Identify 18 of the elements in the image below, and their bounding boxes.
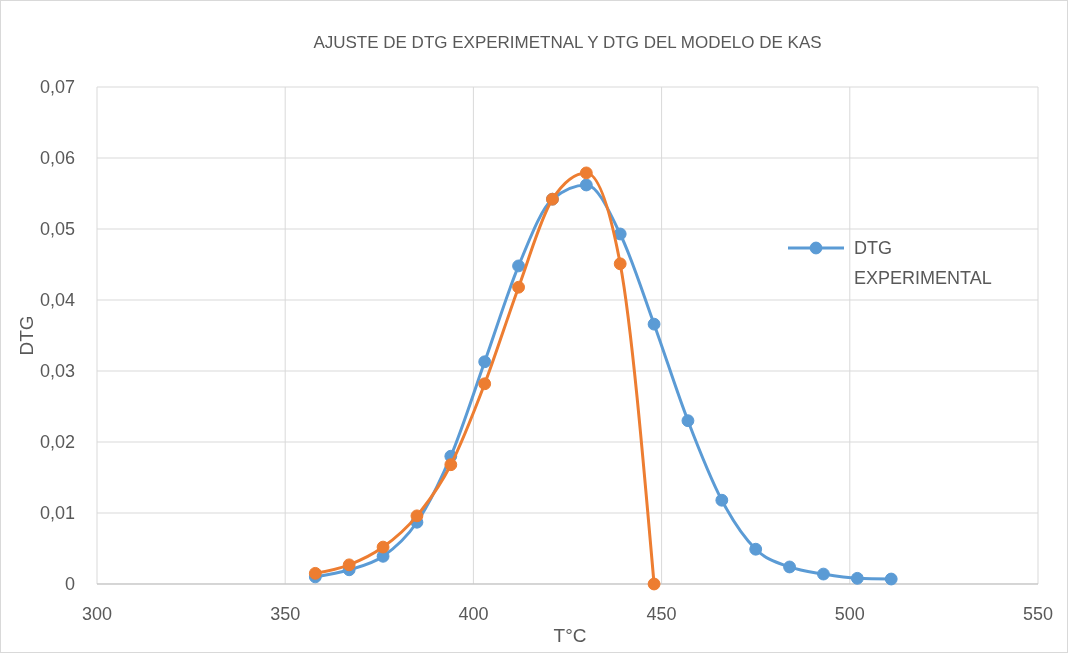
y-tick-label: 0,02 — [39, 432, 75, 452]
legend-label: DTG EXPERIMENTAL — [854, 238, 992, 288]
x-tick-label: 500 — [834, 604, 865, 624]
y-tick-label: 0 — [64, 574, 75, 594]
x-tick-label: 400 — [458, 604, 489, 624]
x-axis-title: T°C — [553, 625, 587, 646]
chart-title: AJUSTE DE DTG EXPERIMETNAL Y DTG DEL MODELO DE KAS — [313, 33, 822, 52]
y-axis-title: DTG — [16, 315, 37, 356]
y-tick-label: 0,06 — [39, 148, 75, 168]
x-tick-label: 550 — [1022, 604, 1054, 624]
y-tick-label: 0,05 — [39, 219, 75, 239]
y-tick-label: 0,03 — [39, 361, 75, 381]
x-tick-label: 300 — [81, 604, 113, 624]
y-tick-label: 0,07 — [39, 77, 75, 97]
x-tick-label: 350 — [270, 604, 301, 624]
y-tick-label: 0,04 — [39, 290, 75, 310]
y-tick-label: 0,01 — [39, 503, 75, 523]
x-tick-label: 450 — [646, 604, 677, 624]
